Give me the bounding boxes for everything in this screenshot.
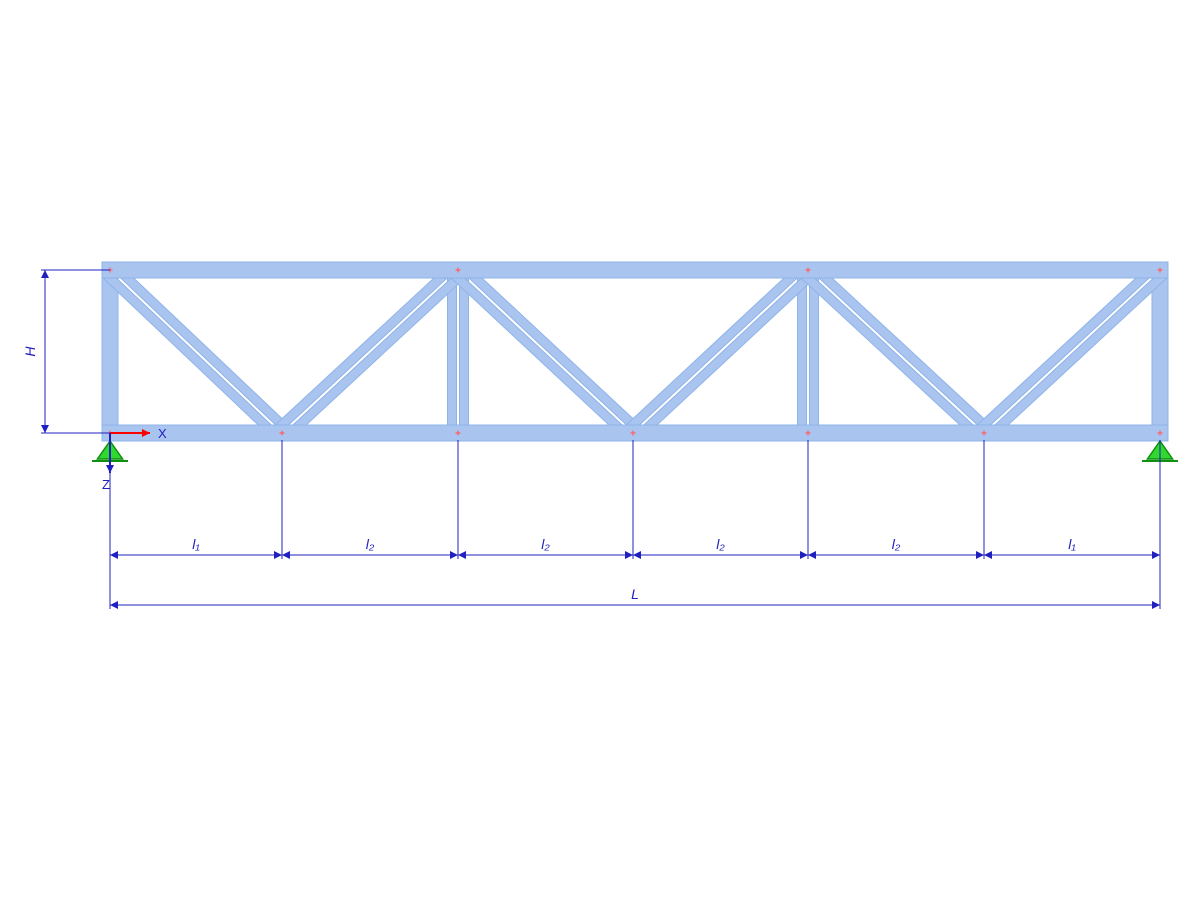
dim-height-label: H xyxy=(22,346,38,357)
axis-x-label: X xyxy=(158,426,167,441)
dim-segment-label: l₁ xyxy=(1068,536,1076,552)
dim-segment-label: l₂ xyxy=(541,536,550,552)
dim-total-label: L xyxy=(631,586,639,602)
dim-segment-label: l₂ xyxy=(892,536,901,552)
dim-segment-label: l₁ xyxy=(192,536,200,552)
truss-diagram: X Z Hl₁ l₂ l₂ l₂ l₂ l₁ L xyxy=(0,0,1200,900)
axis-z-label: Z xyxy=(102,477,110,492)
truss xyxy=(102,262,1168,441)
supports xyxy=(92,441,1178,461)
dim-segment-label: l₂ xyxy=(716,536,725,552)
dim-segment-label: l₂ xyxy=(366,536,375,552)
